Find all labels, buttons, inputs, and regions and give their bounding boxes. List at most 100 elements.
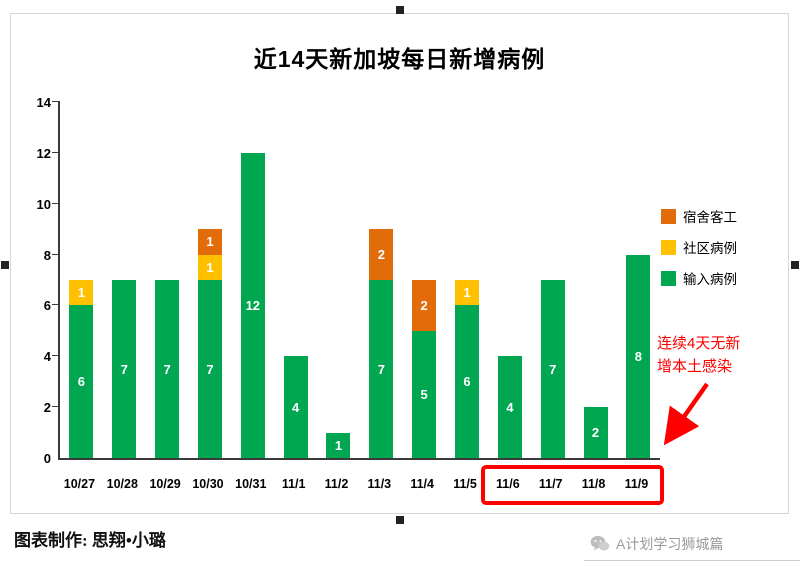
bar-segment[interactable]: 7	[112, 280, 137, 458]
resize-handle-top[interactable]	[396, 6, 404, 14]
legend-item[interactable]: 宿舍客工	[661, 206, 737, 226]
y-axis-tick	[52, 253, 60, 255]
bar-segment[interactable]: 1	[69, 280, 94, 306]
bar-value-label: 5	[420, 386, 428, 402]
legend: 宿舍客工社区病例输入病例	[661, 206, 737, 299]
bar-segment[interactable]: 7	[369, 280, 394, 458]
y-axis-label: 6	[43, 298, 51, 314]
bar-segment[interactable]: 2	[412, 280, 437, 331]
bar-column: 8	[617, 102, 660, 458]
wechat-icon	[590, 535, 610, 551]
bar-value-label: 1	[206, 259, 214, 275]
bar-value-label: 7	[120, 361, 128, 377]
bar-value-label: 1	[77, 285, 86, 301]
y-axis-label: 8	[43, 247, 51, 263]
x-axis-label: 11/8	[581, 477, 606, 491]
bar-column: 7	[531, 102, 574, 458]
brand-label: A计划学习狮城篇	[616, 536, 724, 552]
bars-container: 1 6 7 7 1 1 7 12 4 1 2 7 2 5 1 6 4 7 2 8	[60, 102, 660, 458]
y-axis-label: 12	[36, 145, 51, 161]
chart-title: 近14天新加坡每日新增病例	[253, 46, 546, 72]
x-axis-label: 10/29	[149, 477, 181, 491]
bar-value-label: 1	[463, 285, 471, 301]
bar-value-label: 7	[163, 361, 171, 377]
bar-segment[interactable]: 6	[455, 305, 480, 458]
legend-label: 社区病例	[683, 241, 737, 256]
highlight-box	[480, 465, 664, 505]
bar-value-label: 1	[334, 437, 343, 453]
legend-item[interactable]: 社区病例	[661, 237, 737, 257]
resize-handle-right[interactable]	[791, 261, 799, 269]
bar-segment[interactable]: 7	[540, 280, 565, 458]
y-axis-label: 2	[43, 400, 51, 416]
bar-segment[interactable]: 1	[197, 254, 222, 280]
chart-object[interactable]: 近14天新加坡每日新增病例 0 2 4 6 8 10 12 14 1 6 7 7 1 1 7 12 4 1 2 7 2…	[10, 13, 789, 514]
bar-segment[interactable]: 1	[326, 432, 351, 458]
y-axis-label: 10	[36, 196, 51, 212]
bar-value-label: 7	[377, 361, 385, 377]
annotation-text: 连续4天无新增本土感染	[657, 335, 741, 376]
bar-value-label: 2	[377, 247, 385, 263]
resize-handle-bottom[interactable]	[396, 516, 404, 524]
bar-segment[interactable]: 1	[455, 280, 480, 306]
bar-value-label: 2	[420, 297, 428, 313]
bar-column: 4	[274, 102, 317, 458]
bar-segment[interactable]: 2	[369, 229, 394, 280]
y-axis-labels: 0 2 4 6 8 10 12 14	[17, 95, 51, 466]
y-axis-label: 4	[43, 349, 51, 365]
y-axis-label: 0	[43, 451, 51, 466]
credit-text: 图表制作: 思翔•小璐	[14, 531, 166, 550]
bar-value-label: 7	[206, 361, 214, 377]
y-axis-tick	[52, 101, 60, 102]
y-axis-tick	[52, 202, 60, 204]
bar-value-label: 1	[206, 234, 214, 250]
x-axis-label: 11/9	[624, 477, 649, 491]
y-axis-tick	[52, 151, 60, 153]
x-axis-label: 11/4	[410, 477, 434, 491]
brand-block: A计划学习狮城篇	[590, 534, 723, 554]
y-axis-tick	[52, 355, 60, 357]
x-axis-label: 10/27	[63, 477, 96, 491]
x-axis-label: 10/30	[192, 477, 224, 491]
legend-swatch-icon	[661, 270, 676, 286]
x-axis-label: 11/1	[281, 477, 306, 491]
y-axis-tick	[52, 304, 60, 306]
legend-label: 宿舍客工	[683, 210, 737, 225]
bar-segment[interactable]: 5	[412, 330, 437, 458]
bar-column: 7	[103, 102, 146, 458]
bar-column: 1 1 7	[189, 102, 232, 458]
bar-value-label: 6	[77, 374, 86, 390]
bar-value-label: 2	[591, 425, 600, 441]
legend-item[interactable]: 输入病例	[661, 268, 737, 288]
bar-segment[interactable]: 4	[497, 356, 522, 458]
bar-value-label: 8	[634, 348, 642, 364]
plot-area[interactable]: 1 6 7 7 1 1 7 12 4 1 2 7 2 5 1 6 4 7 2 8	[52, 101, 660, 460]
x-axis-label: 11/3	[367, 477, 392, 491]
bar-segment[interactable]: 12	[240, 152, 265, 458]
y-axis-tick	[52, 406, 60, 408]
bar-column: 4	[488, 102, 531, 458]
bar-segment[interactable]: 8	[626, 254, 651, 458]
x-axis-labels: 10/27 10/28 10/29 10/30 10/31 11/1 11/2 11/3 11/…	[58, 464, 664, 510]
bar-segment[interactable]: 1	[197, 229, 222, 255]
bar-column: 12	[231, 102, 274, 458]
plot-wrap: 1 6 7 7 1 1 7 12 4 1 2 7 2 5 1 6 4 7 2 8	[52, 101, 660, 460]
bar-value-label: 12	[245, 297, 261, 313]
resize-handle-left[interactable]	[1, 261, 9, 269]
bar-segment[interactable]: 6	[69, 305, 94, 458]
bar-column: 7	[146, 102, 189, 458]
bar-value-label: 4	[292, 399, 300, 415]
bar-value-label: 4	[506, 399, 514, 415]
x-axis-label: 11/6	[496, 477, 520, 491]
x-axis-label: 10/31	[235, 477, 267, 491]
bar-value-label: 7	[549, 361, 557, 377]
bar-value-label: 6	[463, 374, 471, 390]
bar-segment[interactable]: 7	[155, 280, 180, 458]
bar-segment[interactable]: 2	[583, 407, 608, 458]
bar-segment[interactable]: 7	[197, 280, 222, 458]
bar-segment[interactable]: 4	[283, 356, 308, 458]
